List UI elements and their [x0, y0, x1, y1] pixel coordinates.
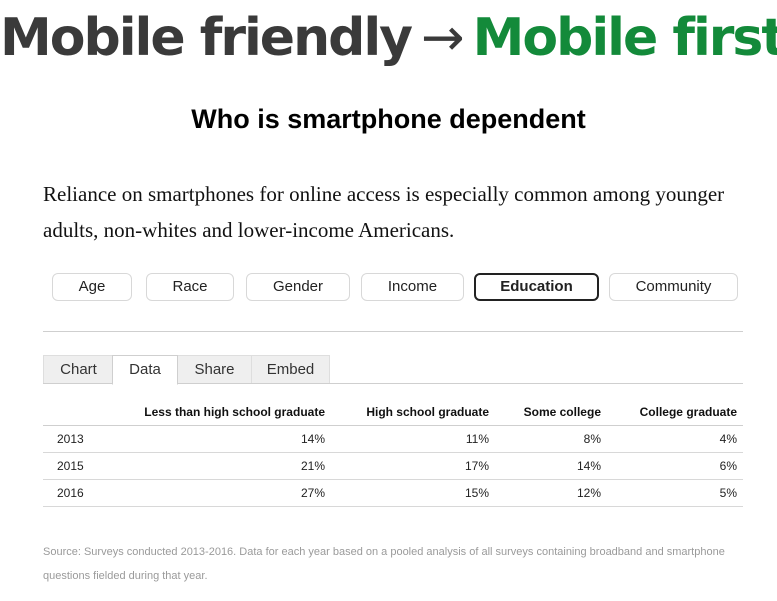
tab-data[interactable]: Data [112, 355, 178, 385]
table-cell: 15% [331, 479, 495, 507]
table-cell: 6% [607, 452, 743, 480]
table-cell: 17% [331, 452, 495, 480]
tab-chart[interactable]: Chart [43, 355, 114, 384]
table-cell: 14% [133, 425, 331, 453]
tab-underline [43, 383, 743, 384]
table-row: 2015 21% 17% 14% 6% [43, 452, 743, 480]
headline-part-2: Mobile first [472, 8, 777, 68]
row-year: 2015 [43, 452, 133, 480]
table-cell: 14% [495, 452, 607, 480]
column-header: High school graduate [331, 398, 495, 426]
table-row: 2016 27% 15% 12% 5% [43, 479, 743, 507]
data-table: Less than high school graduate High scho… [43, 398, 743, 507]
view-tabs: Chart Data Share Embed [43, 355, 743, 385]
segment-age[interactable]: Age [52, 273, 132, 301]
table-cell: 12% [495, 479, 607, 507]
column-header: Some college [495, 398, 607, 426]
chart-description: Reliance on smartphones for online acces… [43, 182, 725, 242]
table-cell: 21% [133, 452, 331, 480]
arrow-right-icon: → [421, 8, 465, 68]
column-header: College graduate [607, 398, 743, 426]
source-note: Source: Surveys conducted 2013-2016. Dat… [43, 546, 725, 582]
table-cell: 27% [133, 479, 331, 507]
segment-gender[interactable]: Gender [246, 273, 350, 301]
headline-part-1: Mobile friendly [0, 8, 413, 68]
row-year: 2013 [43, 425, 133, 453]
divider [43, 331, 743, 332]
table-cell: 8% [495, 425, 607, 453]
table-cell: 4% [607, 425, 743, 453]
table-cell: 11% [331, 425, 495, 453]
tab-share[interactable]: Share [178, 355, 252, 384]
table-header-row: Less than high school graduate High scho… [43, 398, 743, 426]
row-year: 2016 [43, 479, 133, 507]
headline: Mobile friendly → Mobile first [0, 2, 777, 74]
chart-title: Who is smartphone dependent [191, 104, 586, 134]
table-cell: 5% [607, 479, 743, 507]
segment-community[interactable]: Community [609, 273, 738, 301]
segment-education[interactable]: Education [474, 273, 599, 301]
table-row: 2013 14% 11% 8% 4% [43, 425, 743, 453]
segment-income[interactable]: Income [361, 273, 464, 301]
column-header [43, 398, 133, 426]
tab-embed[interactable]: Embed [252, 355, 330, 384]
column-header: Less than high school graduate [133, 398, 331, 426]
segment-race[interactable]: Race [146, 273, 234, 301]
